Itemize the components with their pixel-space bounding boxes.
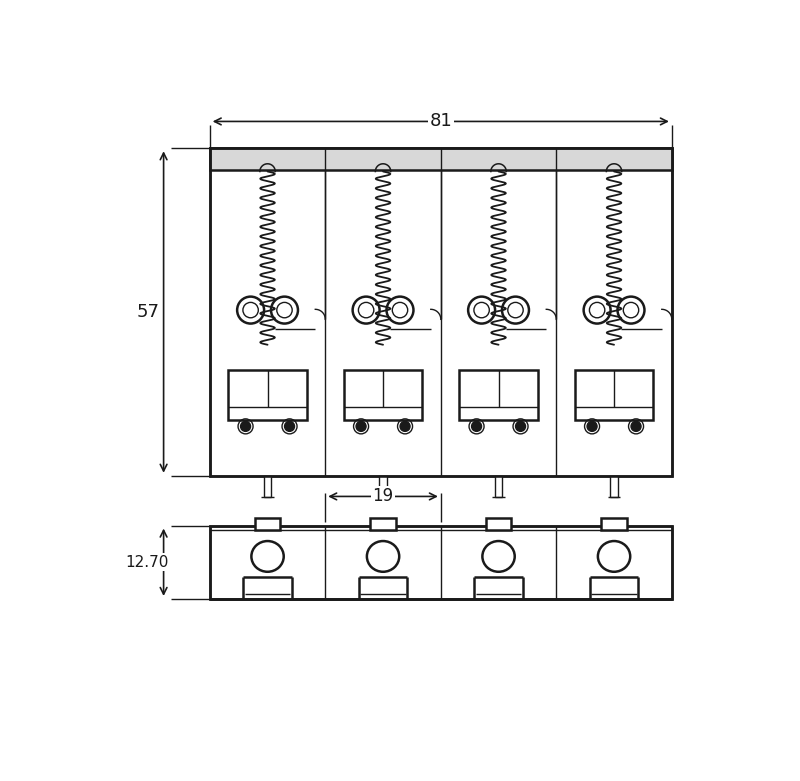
Bar [459, 370, 538, 420]
Bar [610, 476, 618, 497]
Circle shape [471, 422, 482, 431]
Circle shape [631, 422, 641, 431]
Circle shape [400, 422, 410, 431]
Bar [210, 148, 672, 476]
Circle shape [241, 422, 250, 431]
Bar [370, 518, 396, 530]
Circle shape [587, 422, 597, 431]
Bar [210, 526, 672, 599]
Circle shape [515, 422, 526, 431]
Bar [255, 518, 280, 530]
Text: 19: 19 [373, 487, 394, 505]
Circle shape [356, 422, 366, 431]
Bar [264, 476, 271, 497]
Bar [210, 148, 672, 476]
Bar [379, 476, 387, 497]
Text: 57: 57 [137, 303, 160, 321]
Bar [210, 148, 672, 170]
Bar [574, 370, 654, 420]
Text: 12.70: 12.70 [125, 555, 168, 570]
Circle shape [285, 422, 294, 431]
Bar [602, 518, 626, 530]
Bar [344, 370, 422, 420]
Text: 81: 81 [430, 112, 452, 130]
Bar [210, 526, 672, 599]
Bar [486, 518, 511, 530]
Bar [228, 370, 307, 420]
Bar [494, 476, 502, 497]
